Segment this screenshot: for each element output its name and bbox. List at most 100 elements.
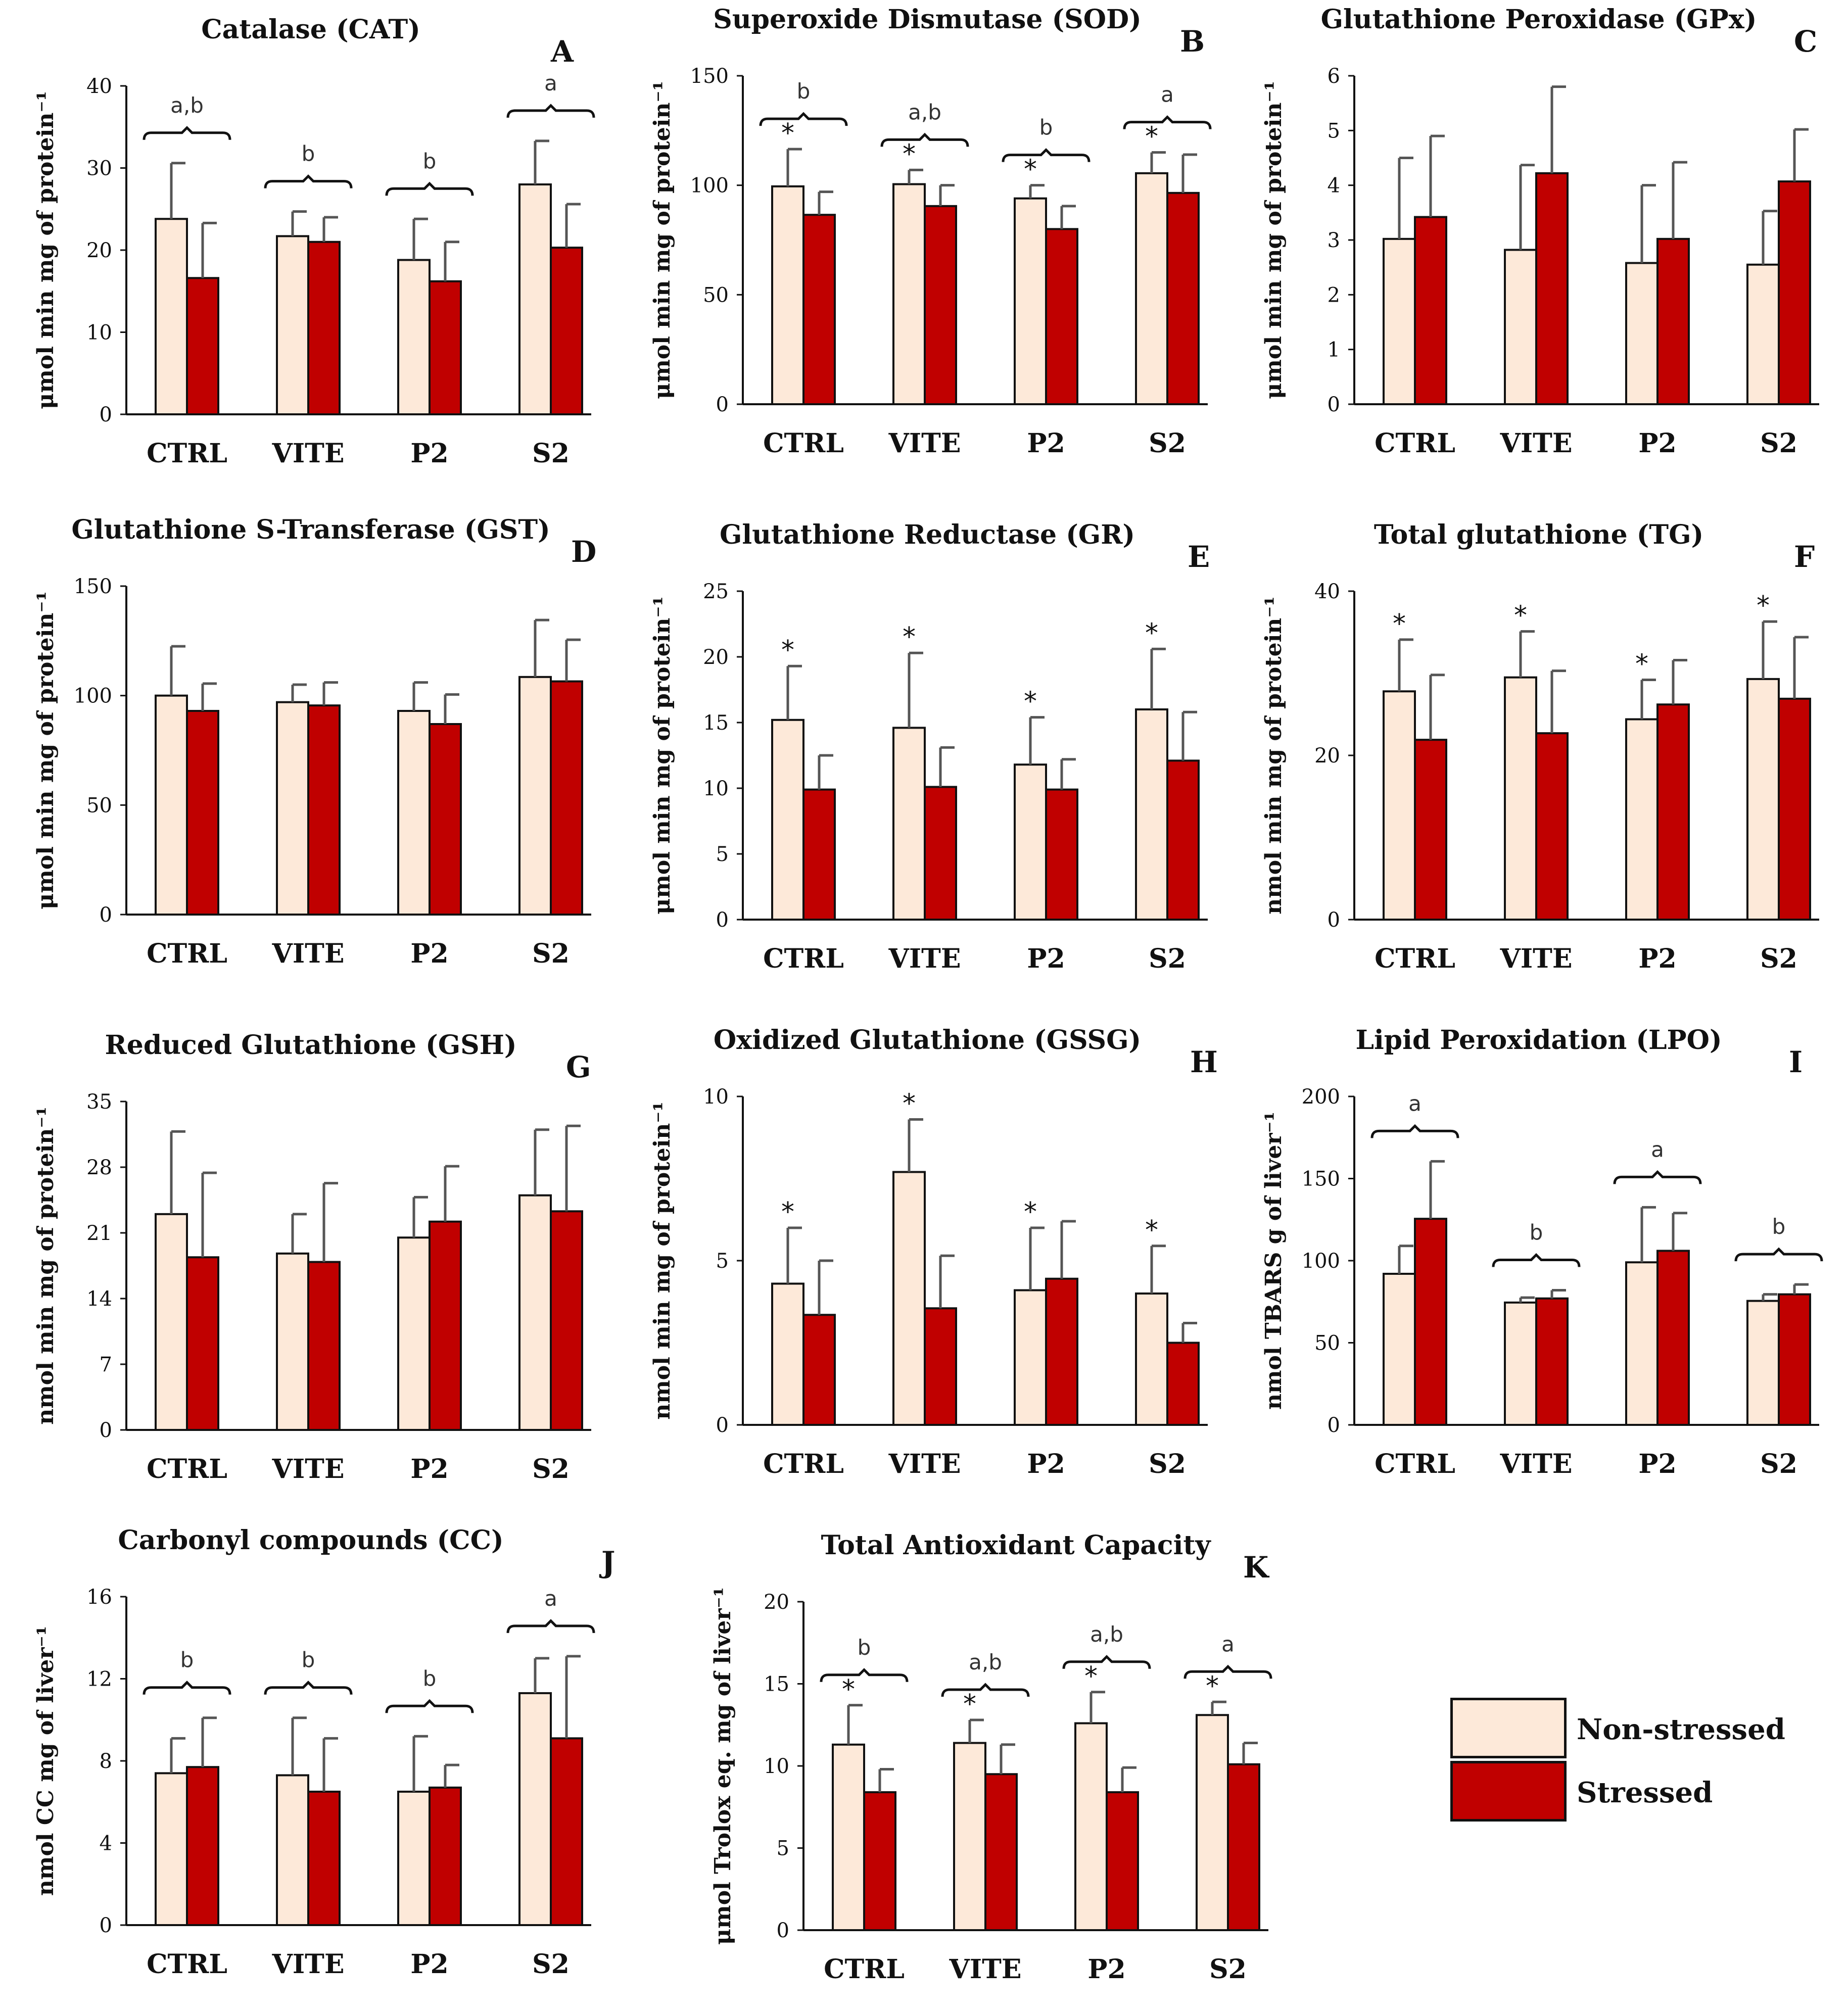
nonstressed-swatch xyxy=(1450,1698,1567,1758)
bar-nonstressed xyxy=(518,1692,552,1926)
group-brace xyxy=(385,1699,474,1713)
bar-nonstressed xyxy=(397,1236,431,1431)
x-tick-label: CTRL xyxy=(1375,428,1455,459)
group-letter: b xyxy=(423,149,437,173)
x-tick-label: P2 xyxy=(1638,1449,1676,1479)
bar-nonstressed xyxy=(518,1194,552,1431)
x-tick-label: P2 xyxy=(410,938,448,969)
panel-g: Reduced Glutathione (GSH) G 0 7 14 21 28 35 nm… xyxy=(5,1026,617,1511)
bar-nonstressed xyxy=(832,1743,865,1931)
group-brace xyxy=(264,1681,353,1695)
y-tick-label: 0 xyxy=(716,908,729,932)
x-tick-label: P2 xyxy=(1638,943,1676,974)
y-tick-label: 0 xyxy=(100,403,112,426)
group-letter: b xyxy=(423,1666,437,1691)
group-brace xyxy=(506,104,595,118)
group-brace xyxy=(759,112,848,126)
chart-svg: 0 7 14 21 28 35 nmol min mg of protein⁻¹ CTRL VI… xyxy=(33,1090,591,1485)
group-letter: a,b xyxy=(908,100,941,124)
y-tick-label: 5 xyxy=(1328,119,1340,142)
chart-title: Reduced Glutathione (GSH) xyxy=(105,1030,517,1061)
significance-star: * xyxy=(1206,1671,1219,1701)
bar-nonstressed xyxy=(397,1790,431,1926)
y-tick-label: 10 xyxy=(764,1755,789,1778)
bar-stressed xyxy=(1778,1293,1811,1426)
group-brace xyxy=(506,1619,595,1633)
bar-nonstressed xyxy=(276,235,309,415)
bar-nonstressed xyxy=(892,1171,926,1426)
y-tick-label: 28 xyxy=(86,1156,112,1179)
y-tick-label: 15 xyxy=(703,711,729,735)
chart-svg: 0 50 100 150 μmol min mg of protein⁻¹ CTRL VIT… xyxy=(33,575,591,969)
bar-nonstressed xyxy=(1383,690,1416,921)
panel-k: Total Antioxidant Capacity K 0 5 10 15 20 μmo… xyxy=(682,1526,1294,2011)
y-tick-label: 16 xyxy=(86,1586,112,1609)
x-tick-label: S2 xyxy=(532,1949,570,1980)
group-letter: b xyxy=(1039,115,1053,140)
y-tick-label: 2 xyxy=(1328,283,1340,307)
x-tick-label: CTRL xyxy=(1375,1449,1455,1479)
x-tick-label: VITE xyxy=(272,938,345,969)
panel-letter: G xyxy=(566,1050,591,1084)
significance-star: * xyxy=(1024,687,1037,717)
significance-star: * xyxy=(781,1197,794,1227)
chart-title: Lipid Peroxidation (LPO) xyxy=(1355,1025,1722,1056)
bar-nonstressed xyxy=(771,1282,804,1426)
group-brace xyxy=(1492,1253,1581,1267)
y-axis-label: nmol min mg of protein⁻¹ xyxy=(649,1102,675,1420)
bar-stressed xyxy=(1535,1297,1569,1426)
bar-nonstressed xyxy=(1504,676,1537,921)
group-brace xyxy=(1062,1655,1151,1669)
panel-letter: C xyxy=(1794,24,1818,59)
bar-stressed xyxy=(307,241,341,415)
bar-stressed xyxy=(1106,1791,1139,1931)
y-tick-label: 0 xyxy=(100,903,112,927)
y-tick-label: 50 xyxy=(703,283,729,307)
bar-nonstressed xyxy=(1074,1722,1108,1931)
group-letter: a xyxy=(1221,1632,1235,1656)
panel-letter: E xyxy=(1188,540,1210,574)
bar-stressed xyxy=(1045,1277,1078,1426)
bar-stressed xyxy=(984,1773,1018,1931)
group-letter: b xyxy=(1530,1220,1543,1245)
bar-stressed xyxy=(186,1256,219,1431)
bar-stressed xyxy=(1045,228,1078,405)
x-tick-label: VITE xyxy=(1500,943,1573,974)
y-tick-label: 0 xyxy=(716,393,729,416)
significance-star: * xyxy=(1514,601,1527,631)
y-tick-label: 100 xyxy=(74,685,112,708)
group-letter: a,b xyxy=(969,1650,1002,1674)
bar-nonstressed xyxy=(155,1772,188,1926)
chart-svg: 0 5 10 15 20 25 μmol min mg of protein⁻¹ * CTRL *… xyxy=(649,580,1208,974)
y-tick-label: 0 xyxy=(1328,393,1340,416)
significance-star: * xyxy=(1757,591,1770,621)
panel-letter: D xyxy=(571,535,597,569)
bar-stressed xyxy=(550,1210,583,1431)
panel-letter: K xyxy=(1243,1550,1269,1585)
bar-nonstressed xyxy=(1746,678,1780,921)
x-tick-label: VITE xyxy=(888,1449,961,1479)
bar-stressed xyxy=(802,214,836,405)
y-tick-label: 25 xyxy=(703,580,729,603)
x-tick-label: S2 xyxy=(1209,1954,1247,1985)
bar-nonstressed xyxy=(1504,1301,1537,1426)
bar-stressed xyxy=(429,1220,462,1431)
y-tick-label: 0 xyxy=(1328,908,1340,932)
group-brace xyxy=(143,126,231,140)
y-tick-label: 20 xyxy=(86,239,112,262)
group-brace xyxy=(1002,148,1091,162)
bar-stressed xyxy=(186,277,219,415)
chart-title: Oxidized Glutathione (GSSG) xyxy=(713,1025,1142,1056)
chart-title: Glutathione Peroxidase (GPx) xyxy=(1320,4,1757,35)
group-brace xyxy=(1370,1124,1459,1138)
group-letter: a xyxy=(1161,82,1174,107)
x-tick-label: P2 xyxy=(410,438,448,469)
group-brace xyxy=(941,1683,1030,1697)
y-tick-label: 14 xyxy=(86,1287,112,1311)
x-tick-label: CTRL xyxy=(147,438,227,469)
significance-star: * xyxy=(1024,1197,1037,1227)
x-tick-label: S2 xyxy=(532,938,570,969)
significance-star: * xyxy=(1635,649,1648,680)
